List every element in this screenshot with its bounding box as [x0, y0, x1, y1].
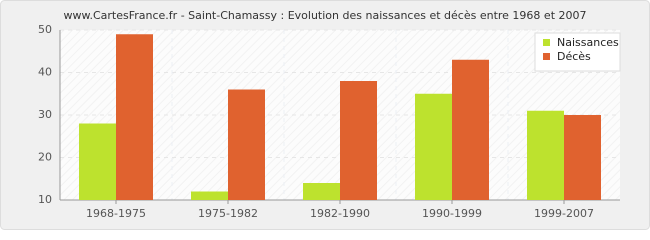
x-tick-label: 1982-1990: [310, 207, 370, 220]
legend-swatch: [543, 39, 550, 46]
y-tick-label: 40: [38, 66, 52, 79]
bar: [191, 191, 228, 200]
x-tick-label: 1990-1999: [422, 207, 482, 220]
bar: [79, 123, 116, 200]
y-tick-label: 20: [38, 151, 52, 164]
x-tick-label: 1975-1982: [198, 207, 258, 220]
x-tick-label: 1968-1975: [86, 207, 146, 220]
y-tick-label: 30: [38, 108, 52, 121]
bar: [564, 115, 601, 200]
y-tick-label: 10: [38, 193, 52, 206]
legend-label: Décès: [557, 50, 591, 63]
chart-title: www.CartesFrance.fr - Saint-Chamassy : E…: [64, 9, 587, 22]
bar: [228, 89, 265, 200]
bar: [340, 81, 377, 200]
bar: [303, 183, 340, 200]
y-tick-label: 50: [38, 23, 52, 36]
bar: [527, 110, 564, 200]
legend-swatch: [543, 53, 550, 60]
bar: [116, 34, 153, 200]
bar: [452, 59, 489, 200]
bar: [415, 93, 452, 200]
legend-label: Naissances: [557, 36, 619, 49]
x-tick-label: 1999-2007: [534, 207, 594, 220]
chart: www.CartesFrance.fr - Saint-Chamassy : E…: [0, 0, 650, 230]
